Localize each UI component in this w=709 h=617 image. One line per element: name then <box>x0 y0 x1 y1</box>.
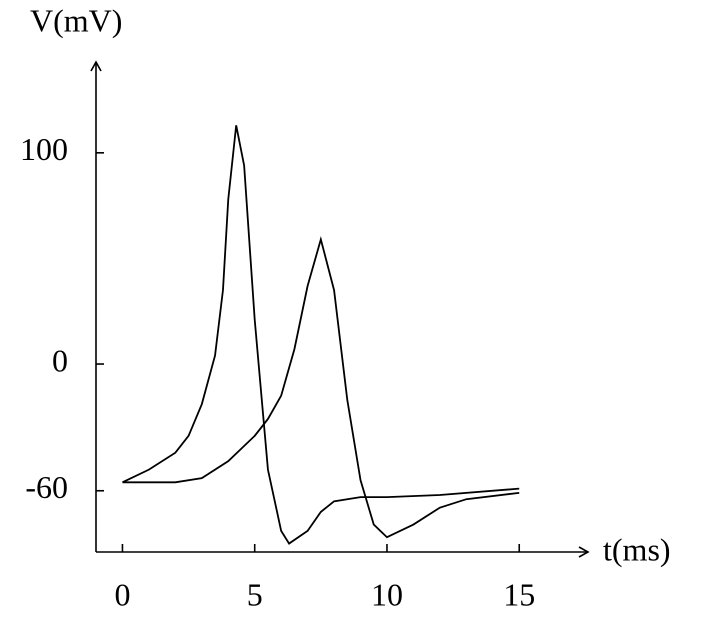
y-tick-label: 100 <box>20 131 68 167</box>
y-axis-label: V(mV) <box>30 2 122 38</box>
x-tick-label: 0 <box>114 576 130 612</box>
y-tick-label: 0 <box>52 342 68 378</box>
voltage-curve <box>122 125 520 545</box>
x-axis-arrow <box>578 546 590 558</box>
x-axis-label: t(ms) <box>603 531 671 567</box>
x-tick-label: 10 <box>371 576 403 612</box>
x-tick-label: 5 <box>247 576 263 612</box>
y-axis-arrow <box>90 60 102 72</box>
x-tick-label: 15 <box>503 576 535 612</box>
voltage-curve <box>122 235 520 539</box>
y-tick-label: -60 <box>25 469 68 505</box>
